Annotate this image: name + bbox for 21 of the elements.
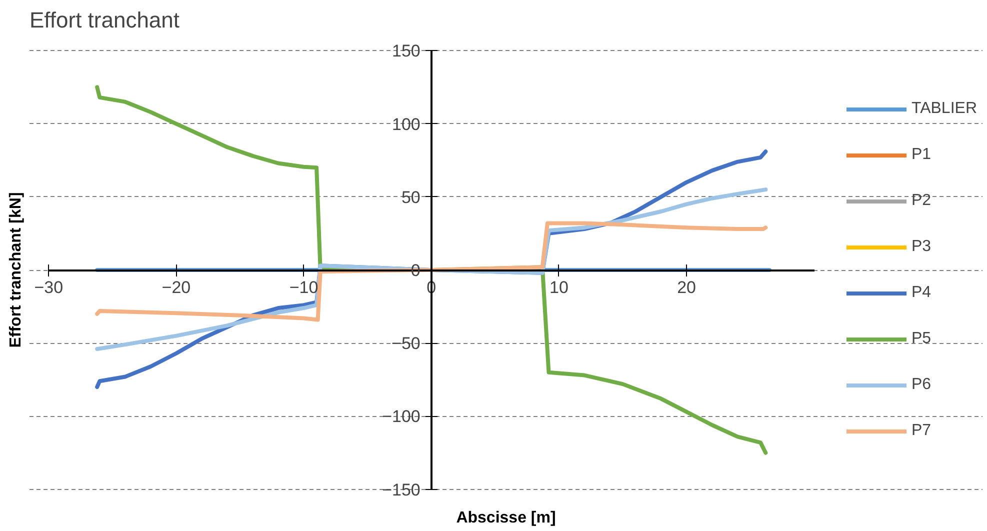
chart-title: Effort tranchant <box>30 8 180 32</box>
x-tick-label: −30 <box>34 278 64 297</box>
x-tick-label: 20 <box>677 278 696 297</box>
legend-label: P3 <box>912 238 932 256</box>
y-axis-title: Effort tranchant [kN] <box>8 192 24 348</box>
x-tick-label: 10 <box>549 278 568 297</box>
x-axis-title: Abscisse [m] <box>456 510 556 526</box>
legend-label: P6 <box>912 376 932 394</box>
legend-label: P4 <box>912 284 932 302</box>
legend-label: P1 <box>912 146 932 164</box>
x-tick-label: −20 <box>162 278 191 297</box>
y-tick-label: 100 <box>392 114 420 134</box>
legend-label: P5 <box>912 330 932 348</box>
y-tick-label: −100 <box>382 407 420 426</box>
y-tick-label: −150 <box>382 480 420 500</box>
y-tick-label: 50 <box>401 188 420 207</box>
x-tick-label: −10 <box>289 278 318 297</box>
legend-label: P7 <box>912 422 932 440</box>
y-tick-label: 150 <box>392 42 420 61</box>
y-tick-label: −50 <box>392 334 420 354</box>
legend-label: TABLIER <box>912 100 977 118</box>
